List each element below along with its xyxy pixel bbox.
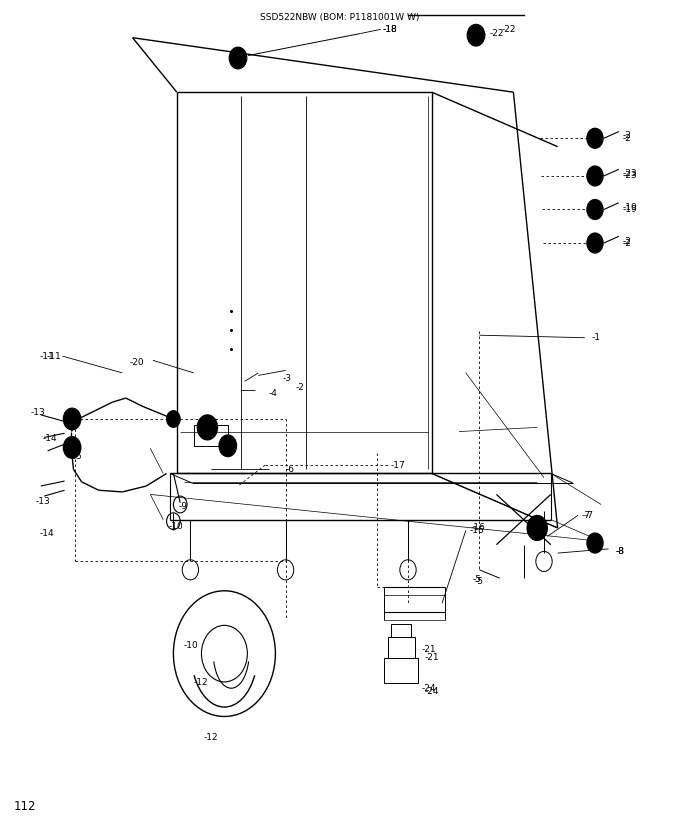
- Text: -6: -6: [286, 465, 294, 473]
- Text: -19: -19: [622, 205, 637, 214]
- Circle shape: [587, 128, 603, 148]
- Text: -8: -8: [615, 547, 624, 556]
- Text: -5: -5: [475, 577, 483, 586]
- Text: -16: -16: [469, 526, 484, 535]
- Text: -10: -10: [184, 641, 199, 649]
- Circle shape: [587, 233, 603, 253]
- Text: -16: -16: [471, 524, 486, 532]
- Circle shape: [63, 437, 81, 458]
- Text: -2: -2: [622, 132, 631, 140]
- Text: -17: -17: [391, 462, 406, 470]
- Text: -2: -2: [622, 237, 631, 246]
- Text: 112: 112: [14, 799, 36, 813]
- Text: -7: -7: [581, 511, 590, 520]
- Text: -1: -1: [592, 334, 600, 342]
- Text: -5: -5: [473, 576, 481, 584]
- Text: -23: -23: [622, 169, 637, 178]
- Text: -8: -8: [615, 547, 624, 556]
- Text: -22: -22: [490, 29, 504, 38]
- Circle shape: [63, 408, 81, 430]
- Text: -18: -18: [382, 25, 397, 34]
- Circle shape: [587, 533, 603, 553]
- Text: -14: -14: [42, 434, 57, 442]
- Text: -24: -24: [425, 687, 439, 696]
- Circle shape: [65, 439, 79, 456]
- Text: -14: -14: [39, 530, 54, 538]
- Bar: [391, 624, 411, 637]
- Circle shape: [467, 24, 485, 46]
- Text: -21: -21: [425, 654, 440, 662]
- Text: -12: -12: [194, 679, 209, 687]
- Text: -13: -13: [31, 408, 46, 416]
- Text: -2: -2: [622, 134, 631, 142]
- Text: -10: -10: [169, 522, 184, 530]
- Text: -7: -7: [585, 511, 594, 520]
- Circle shape: [167, 411, 180, 427]
- Text: -20: -20: [129, 358, 144, 366]
- Text: -18: -18: [382, 25, 397, 34]
- Circle shape: [197, 415, 218, 440]
- Bar: [194, 425, 228, 446]
- Text: -21: -21: [422, 645, 437, 654]
- Text: -11: -11: [39, 352, 54, 360]
- Text: SSD522NBW (BOM: P1181001W W): SSD522NBW (BOM: P1181001W W): [260, 13, 420, 22]
- Circle shape: [527, 515, 547, 541]
- Bar: [384, 658, 418, 683]
- Text: -9: -9: [178, 503, 187, 511]
- Text: -19: -19: [622, 204, 637, 212]
- Text: -2: -2: [296, 384, 305, 392]
- Text: -22: -22: [502, 25, 516, 34]
- Text: -3: -3: [282, 375, 291, 383]
- Text: -15: -15: [68, 453, 83, 461]
- Text: -23: -23: [622, 172, 637, 180]
- Text: -4: -4: [269, 390, 277, 398]
- Text: -13: -13: [35, 497, 50, 505]
- Text: -2: -2: [622, 239, 631, 247]
- Circle shape: [587, 166, 603, 186]
- Text: -24: -24: [422, 685, 436, 693]
- Bar: [388, 637, 415, 658]
- Circle shape: [219, 435, 237, 457]
- Circle shape: [587, 199, 603, 220]
- Text: -12: -12: [203, 733, 218, 742]
- Circle shape: [229, 47, 247, 69]
- Text: -11: -11: [46, 352, 61, 360]
